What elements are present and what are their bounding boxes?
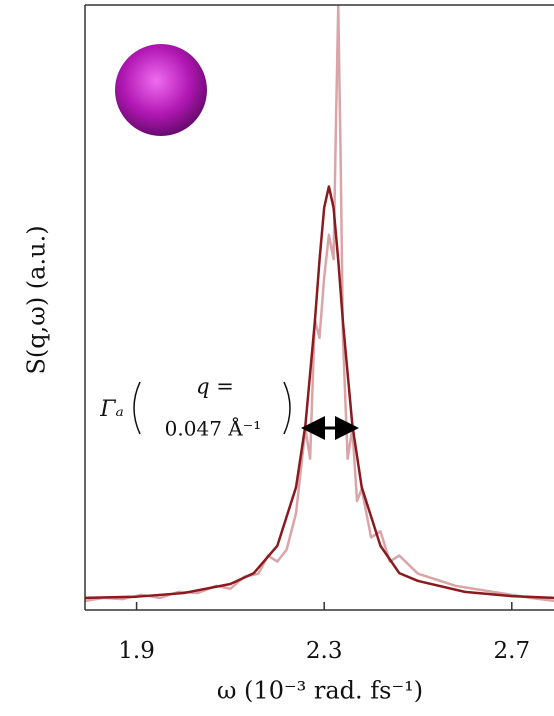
annotation-value: 0.047 Å⁻¹ bbox=[165, 416, 262, 441]
x-tick-label: 1.9 bbox=[118, 638, 155, 664]
x-tick-label: 2.7 bbox=[494, 638, 531, 664]
y-axis-label: S(q,ω) (a.u.) bbox=[23, 225, 51, 374]
x-tick-label: 2.3 bbox=[306, 638, 343, 664]
plot-area bbox=[85, 5, 554, 603]
series-line bbox=[85, 185, 554, 600]
atom-icon bbox=[115, 44, 207, 136]
paren-left bbox=[133, 381, 141, 435]
x-axis-label: ω (10⁻³ rad. fs⁻¹) bbox=[217, 677, 423, 705]
annotation-q: q = bbox=[196, 375, 234, 399]
annotation-gamma: Γₐ bbox=[99, 397, 124, 422]
paren-right bbox=[283, 381, 291, 435]
